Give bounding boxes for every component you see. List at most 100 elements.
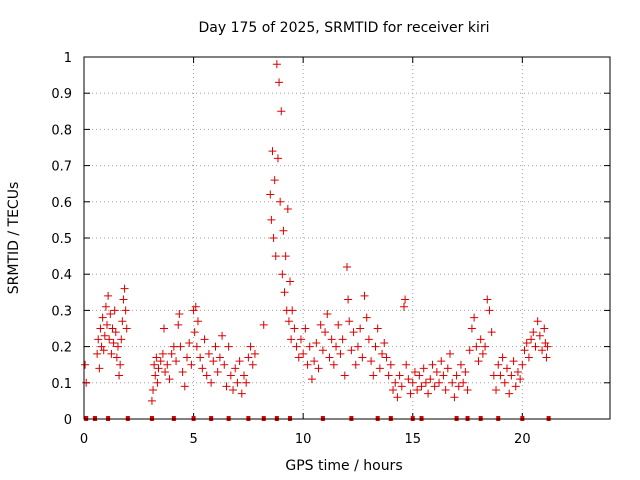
data-point — [178, 367, 187, 376]
data-point — [505, 389, 514, 398]
data-point — [424, 389, 433, 398]
data-point — [371, 342, 380, 351]
data-point — [529, 328, 538, 337]
data-point — [421, 378, 430, 387]
data-point — [428, 360, 437, 369]
data-point — [362, 313, 371, 322]
data-point — [472, 342, 481, 351]
data-point — [531, 342, 540, 351]
data-point — [382, 353, 391, 362]
data-point — [496, 371, 505, 380]
data-point — [454, 382, 463, 391]
data-point — [522, 338, 531, 347]
data-point — [172, 357, 181, 366]
data-point — [356, 324, 365, 333]
data-point — [292, 342, 301, 351]
data-point — [384, 371, 393, 380]
data-point — [347, 346, 356, 355]
data-point — [294, 353, 303, 362]
data-point — [327, 335, 336, 344]
y-tick-label: 0.9 — [51, 87, 72, 102]
data-point — [360, 291, 369, 300]
data-point — [174, 320, 183, 329]
data-point — [334, 320, 343, 329]
data-point — [463, 386, 472, 395]
data-point — [391, 378, 400, 387]
data-point — [538, 346, 547, 355]
data-point — [204, 349, 213, 358]
data-point — [270, 176, 279, 185]
data-point — [105, 335, 114, 344]
x-tick-label: 10 — [295, 432, 312, 447]
data-point — [415, 371, 424, 380]
data-point — [443, 364, 452, 373]
data-point — [104, 291, 113, 300]
data-point — [163, 360, 172, 369]
data-point — [112, 353, 121, 362]
y-axis-ticks: 0 0.1 0.2 0.3 0.4 0.5 0.6 0.7 0.8 0.9 1 — [51, 51, 610, 428]
data-point — [540, 324, 549, 333]
data-point — [100, 331, 109, 340]
chart-title: Day 175 of 2025, SRMTID for receiver kir… — [198, 20, 489, 36]
data-point — [426, 375, 435, 384]
data-point — [401, 295, 410, 304]
y-axis-label: SRMTID / TECUs — [6, 182, 22, 295]
data-point — [272, 60, 281, 69]
data-point — [268, 147, 277, 156]
y-tick-label: 0.3 — [51, 304, 72, 319]
x-tick-label: 15 — [404, 432, 421, 447]
data-point — [349, 328, 358, 337]
data-point — [303, 360, 312, 369]
data-point — [267, 215, 276, 224]
data-point — [305, 342, 314, 351]
data-point — [452, 371, 461, 380]
data-point — [432, 367, 441, 376]
data-point — [246, 342, 255, 351]
data-point — [450, 393, 459, 402]
data-point — [106, 310, 115, 319]
data-point — [235, 357, 244, 366]
data-point — [481, 342, 490, 351]
data-point — [478, 349, 487, 358]
data-point — [153, 378, 162, 387]
plot-frame — [83, 56, 611, 420]
data-point — [535, 331, 544, 340]
data-point — [511, 382, 520, 391]
data-point — [159, 324, 168, 333]
data-point — [97, 342, 106, 351]
data-point — [312, 338, 321, 347]
data-point — [369, 371, 378, 380]
data-point — [502, 364, 511, 373]
data-point — [353, 342, 362, 351]
data-point — [474, 357, 483, 366]
data-point — [149, 386, 158, 395]
data-point — [99, 346, 108, 355]
data-point — [527, 335, 536, 344]
x-tick-label: 20 — [514, 432, 531, 447]
data-point — [419, 364, 428, 373]
data-point — [494, 360, 503, 369]
data-point — [220, 360, 229, 369]
data-point — [389, 386, 398, 395]
data-point — [259, 320, 268, 329]
data-point — [215, 353, 224, 362]
data-point — [441, 386, 450, 395]
data-point — [111, 328, 120, 337]
data-point — [96, 324, 105, 333]
data-point — [507, 371, 516, 380]
data-point — [276, 197, 285, 206]
data-point — [283, 205, 292, 214]
data-point — [314, 364, 323, 373]
data-point — [467, 324, 476, 333]
data-point — [191, 302, 200, 311]
data-point — [229, 386, 238, 395]
data-point — [278, 270, 287, 279]
data-point — [269, 234, 278, 242]
data-point — [410, 367, 419, 376]
data-point — [395, 371, 404, 380]
data-point — [430, 382, 439, 391]
data-point — [378, 349, 387, 358]
data-point — [299, 349, 308, 358]
data-point — [271, 252, 280, 261]
